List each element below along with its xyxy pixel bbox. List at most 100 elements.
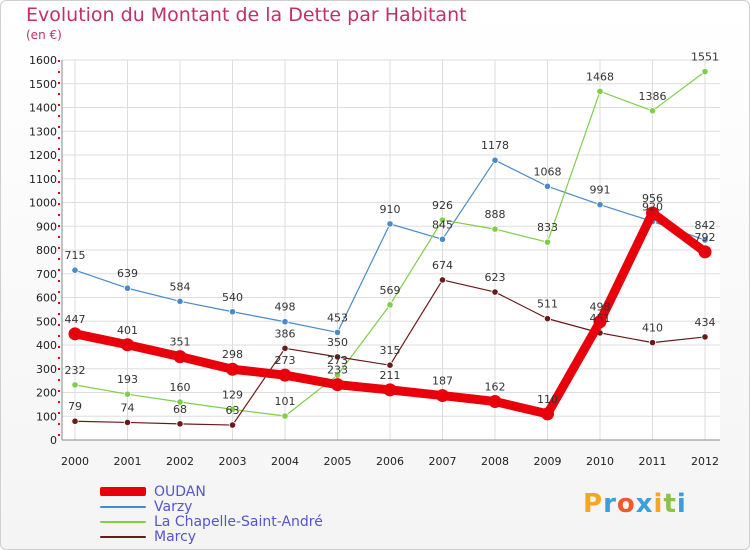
data-label: 1551 — [691, 51, 719, 64]
legend-item: La Chapelle-Saint-André — [100, 513, 323, 530]
data-label: 273 — [275, 354, 296, 367]
data-label: 498 — [275, 301, 296, 314]
data-label: 639 — [117, 267, 138, 280]
data-label: 187 — [432, 375, 453, 388]
data-label: 623 — [485, 271, 506, 284]
data-point — [176, 398, 184, 406]
data-point — [228, 421, 237, 429]
data-point — [123, 284, 132, 292]
legend-label: Marcy — [154, 528, 197, 545]
data-point — [123, 390, 132, 398]
data-point — [121, 338, 134, 352]
data-point — [596, 201, 604, 209]
data-point — [228, 405, 237, 413]
y-tick-label: 1000 — [29, 197, 57, 210]
data-label: 833 — [537, 221, 558, 234]
x-tick-label: 2001 — [114, 455, 142, 468]
data-point — [226, 362, 239, 376]
y-tick-label: 500 — [36, 315, 57, 328]
y-tick-label: 400 — [36, 339, 57, 352]
data-label: 193 — [117, 373, 138, 386]
data-point — [176, 420, 184, 428]
legend-swatch — [100, 520, 146, 523]
data-label: 674 — [432, 259, 453, 272]
data-label: 315 — [380, 344, 401, 357]
data-point — [701, 333, 709, 341]
data-label: 1468 — [586, 70, 614, 83]
data-point — [123, 418, 132, 427]
data-point — [543, 238, 552, 246]
proxiti-logo: Proxiti — [583, 489, 687, 519]
data-point — [648, 339, 657, 347]
y-tick-label: 1200 — [29, 149, 57, 162]
data-point — [543, 182, 552, 190]
data-point — [596, 87, 604, 95]
data-point — [646, 206, 659, 220]
data-label: 498 — [590, 301, 611, 314]
data-point — [436, 389, 449, 403]
chart-title: Evolution du Montant de la Dette par Hab… — [26, 4, 467, 26]
x-tick-label: 2000 — [61, 455, 89, 468]
data-point — [648, 107, 657, 115]
data-label: 569 — [380, 284, 401, 297]
y-tick-label: 700 — [36, 268, 57, 281]
data-point — [438, 216, 447, 224]
data-label: 584 — [170, 280, 191, 293]
y-tick-label: 0 — [50, 434, 57, 447]
chart-unit-label: (en €) — [26, 28, 62, 42]
x-tick-label: 2008 — [481, 455, 509, 468]
data-point — [593, 315, 607, 329]
y-tick-label: 300 — [36, 363, 57, 376]
chart-legend: OUDAN Varzy La Chapelle-Saint-André Marcy — [100, 484, 323, 545]
data-point — [386, 301, 394, 309]
y-tick-label: 1300 — [29, 125, 57, 138]
data-point — [71, 417, 79, 425]
legend-swatch — [100, 535, 146, 538]
y-tick-label: 800 — [36, 244, 57, 257]
data-label: 273 — [327, 354, 348, 367]
y-tick-label: 200 — [36, 387, 57, 400]
data-label: 540 — [222, 291, 243, 304]
data-point — [333, 353, 342, 361]
data-point — [331, 378, 344, 392]
x-tick-label: 2004 — [271, 455, 299, 468]
data-point — [491, 225, 499, 233]
x-tick-label: 2006 — [376, 455, 404, 468]
legend-label: La Chapelle-Saint-André — [154, 513, 323, 530]
data-label: 1068 — [534, 165, 562, 178]
data-label: 63 — [226, 404, 240, 417]
data-label: 110 — [537, 393, 558, 406]
x-tick-label: 2005 — [324, 455, 352, 468]
data-label: 1178 — [481, 139, 509, 152]
x-tick-label: 2007 — [429, 455, 457, 468]
x-tick-label: 2003 — [219, 455, 247, 468]
data-point — [488, 395, 502, 409]
legend-item: OUDAN — [100, 484, 323, 500]
data-label: 845 — [432, 218, 453, 231]
y-tick-label: 1400 — [29, 102, 57, 115]
data-point — [438, 235, 447, 243]
data-point — [543, 315, 552, 323]
data-point — [281, 344, 289, 352]
data-point — [383, 383, 397, 397]
data-point — [698, 245, 712, 259]
data-point — [386, 361, 394, 369]
data-point — [228, 308, 237, 316]
data-label: 910 — [380, 203, 401, 216]
data-point — [281, 318, 289, 326]
data-label: 792 — [695, 231, 716, 244]
data-label: 842 — [695, 219, 716, 232]
legend-swatch — [100, 505, 146, 508]
data-point — [541, 407, 554, 421]
x-tick-label: 2011 — [639, 455, 667, 468]
data-label: 101 — [275, 395, 296, 408]
data-label: 1386 — [639, 90, 667, 103]
y-tick-label: 1600 — [29, 54, 57, 67]
data-point — [438, 276, 447, 284]
data-label: 232 — [65, 364, 86, 377]
data-point — [701, 236, 709, 244]
data-label: 956 — [642, 192, 663, 205]
x-tick-label: 2009 — [534, 455, 562, 468]
legend-swatch — [100, 487, 146, 496]
